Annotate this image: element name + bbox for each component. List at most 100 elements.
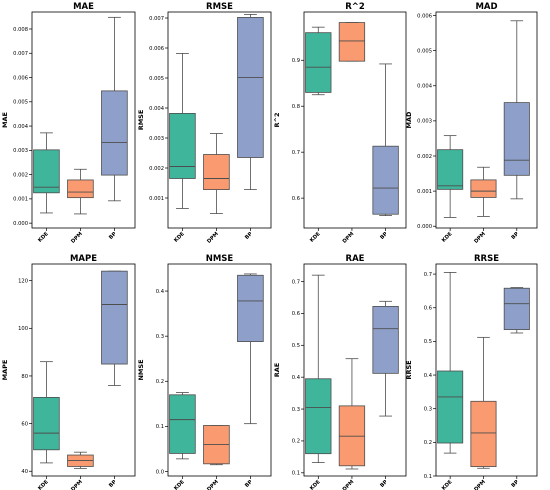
y-tick-label: 0.002 <box>417 154 432 160</box>
y-tick-label: 0.000 <box>13 221 28 227</box>
box-dpm <box>338 22 366 62</box>
iqr-box <box>437 149 464 190</box>
iqr-box <box>372 305 399 374</box>
y-tick-label: 0.006 <box>13 75 28 81</box>
box-kde <box>33 361 60 464</box>
y-tick-label: 0.001 <box>13 197 28 203</box>
iqr-box <box>437 370 464 444</box>
y-tick-label: 0.0 <box>156 469 164 475</box>
y-tick-label: 0.2 <box>424 440 432 446</box>
box-dpm <box>470 166 497 217</box>
iqr-box <box>33 396 60 451</box>
y-axis-label: MAD <box>405 111 413 128</box>
y-tick-label: 80 <box>21 374 28 380</box>
y-axis-label: R^2 <box>273 113 281 128</box>
y-tick-label: 0.7 <box>292 150 300 156</box>
iqr-box <box>503 287 530 331</box>
x-tick-label: KDE <box>309 231 322 244</box>
x-tick-label: BP <box>510 231 520 241</box>
box-bp <box>503 287 530 334</box>
y-tick-label: 0.4 <box>292 375 301 381</box>
y-tick-label: 0.002 <box>149 166 164 172</box>
x-tick-label: KDE <box>173 231 186 244</box>
iqr-box <box>503 102 530 176</box>
x-tick-label: DPM <box>206 479 220 490</box>
plot-title: MAD <box>475 2 497 12</box>
iqr-box <box>169 394 196 454</box>
x-tick-label: BP <box>108 231 118 241</box>
iqr-box <box>338 22 366 62</box>
subplot-0: MAE MAE 0.000 0.001 0.002 0.003 0.004 0.005 0.00… <box>1 2 136 245</box>
y-tick-label: 0.003 <box>149 136 164 142</box>
plot-title: RRSE <box>474 254 499 264</box>
y-tick-label: 0.5 <box>292 343 300 349</box>
x-tick-label: BP <box>244 479 254 489</box>
x-tick-label: DPM <box>473 479 487 490</box>
x-tick-label: BP <box>510 479 520 489</box>
iqr-box <box>237 16 264 158</box>
y-tick-label: 0.004 <box>13 124 29 130</box>
iqr-box <box>470 400 497 467</box>
box-bp <box>237 13 264 191</box>
subplot-7: RRSE RRSE 0.1 0.2 0.3 0.4 0.5 0.6 0.7 KDE DPM BP <box>405 254 538 490</box>
box-dpm <box>338 358 366 470</box>
iqr-box <box>101 270 128 365</box>
iqr-box <box>305 378 332 455</box>
iqr-box <box>101 90 128 176</box>
y-tick-label: 0.2 <box>292 439 300 445</box>
y-tick-label: 0.006 <box>149 46 164 52</box>
x-tick-label: BP <box>379 479 389 489</box>
y-axis-label: MAE <box>1 112 9 128</box>
x-tick-label: DPM <box>70 231 84 245</box>
box-dpm <box>67 451 94 469</box>
y-tick-label: 120 <box>18 278 28 284</box>
y-tick-label: 0.002 <box>13 172 28 178</box>
x-tick-label: DPM <box>342 479 356 490</box>
x-tick-label: KDE <box>441 231 454 244</box>
box-kde <box>169 392 196 460</box>
y-tick-label: 0.9 <box>292 58 300 64</box>
y-tick-label: 0.3 <box>292 407 300 413</box>
box-bp <box>372 300 399 417</box>
y-tick-label: 60 <box>21 421 28 427</box>
box-dpm <box>67 168 94 215</box>
iqr-box <box>237 274 264 342</box>
y-tick-label: 0.5 <box>424 339 432 345</box>
y-tick-label: 0.7 <box>424 272 432 278</box>
box-kde <box>437 272 464 454</box>
box-bp <box>237 273 264 425</box>
box-dpm <box>203 133 230 215</box>
x-tick-label: DPM <box>206 231 220 245</box>
iqr-box <box>470 179 497 198</box>
box-kde <box>33 132 60 214</box>
box-bp <box>372 63 399 216</box>
y-tick-label: 0.008 <box>13 27 28 33</box>
subplot-2: R^2 R^2 0.6 0.7 0.8 0.9 KDE DPM BP <box>273 2 407 245</box>
y-tick-label: 0.4 <box>424 373 433 379</box>
y-tick-label: 0.007 <box>149 16 164 22</box>
x-tick-label: DPM <box>70 479 84 490</box>
x-tick-label: KDE <box>309 479 322 490</box>
box-kde <box>169 53 196 209</box>
y-axis-label: RAE <box>273 363 281 377</box>
y-tick-label: 0.7 <box>292 279 300 285</box>
y-tick-label: 0.6 <box>292 196 300 202</box>
y-tick-label: 0.3 <box>424 406 432 412</box>
y-tick-label: 0.6 <box>292 311 300 317</box>
y-tick-label: 0.003 <box>417 119 432 125</box>
plot-title: NMSE <box>206 254 234 264</box>
box-kde <box>305 26 332 96</box>
y-tick-label: 0.000 <box>417 224 432 230</box>
y-tick-label: 0.1 <box>424 474 432 480</box>
plot-title: R^2 <box>345 2 365 12</box>
y-tick-label: 0.006 <box>417 13 432 19</box>
x-tick-label: BP <box>108 479 118 489</box>
y-tick-label: 0.001 <box>417 189 432 195</box>
y-axis-label: MAPE <box>1 360 9 381</box>
y-tick-label: 40 <box>21 469 28 475</box>
subplot-3: MAD MAD 0.000 0.001 0.002 0.003 0.004 0.005 0.00… <box>405 2 538 245</box>
iqr-box <box>372 145 399 215</box>
x-tick-label: KDE <box>37 231 50 244</box>
box-kde <box>437 135 464 218</box>
